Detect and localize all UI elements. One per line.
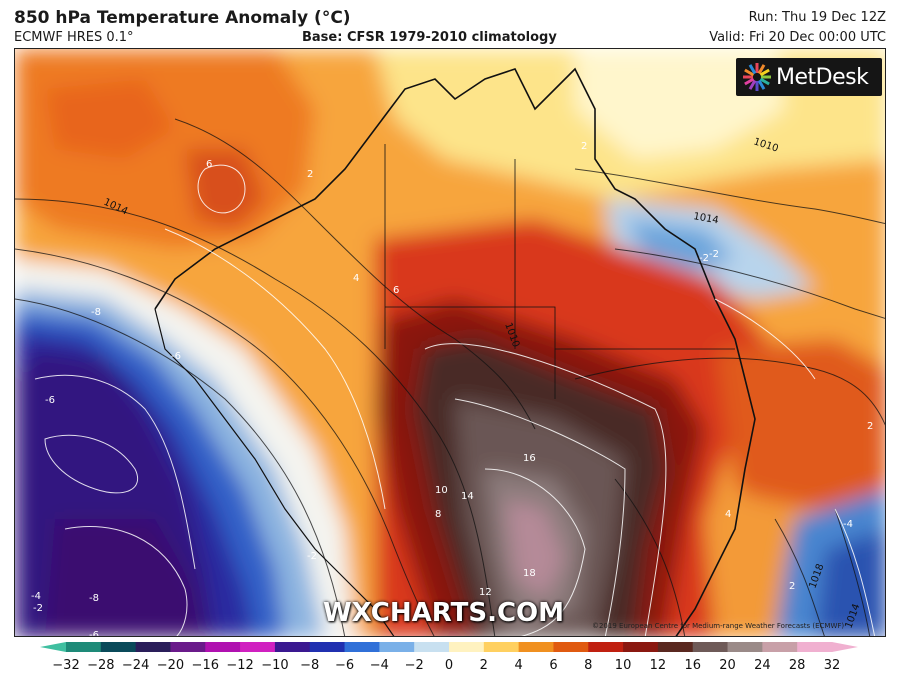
colorbar-segment <box>518 642 554 652</box>
colorbar-segment <box>623 642 659 652</box>
colorbar-segment <box>170 642 206 652</box>
colorbar-tick-label: −10 <box>261 658 289 673</box>
colorbar-segment <box>797 642 833 652</box>
colorbar-segment <box>483 642 520 652</box>
colorbar-segment <box>135 642 171 652</box>
anomaly-label: -2 <box>699 253 709 264</box>
anomaly-label: -6 <box>89 630 99 637</box>
anomaly-label: -8 <box>89 593 99 604</box>
anomaly-label: 4 <box>725 509 731 520</box>
colorbar-segment <box>449 642 485 652</box>
base-climatology-label: Base: CFSR 1979-2010 climatology <box>302 30 557 45</box>
colorbar-tick-label: 28 <box>788 658 806 673</box>
colorbar-segment <box>274 642 311 652</box>
colorbar-tick-label: 6 <box>549 658 558 673</box>
anomaly-label: 2 <box>581 141 587 152</box>
anomaly-label: 16 <box>523 453 536 464</box>
anomaly-label: 2 <box>307 169 313 180</box>
colorbar-segment <box>727 642 763 652</box>
colorbar-tick-label: −8 <box>300 658 320 673</box>
copyright-notice: ©2019 European Centre for Medium-range W… <box>592 622 845 630</box>
anomaly-label: -4 <box>31 591 41 602</box>
colorbar-segment <box>657 642 694 652</box>
coastline <box>154 67 756 636</box>
colorbar-segment <box>553 642 589 652</box>
isobars <box>15 118 885 636</box>
colorbar-tick-label: 2 <box>479 658 488 673</box>
colorbar-tick-label: −28 <box>87 658 115 673</box>
anomaly-label: 14 <box>461 491 474 502</box>
colorbar-tick-label: 10 <box>614 658 632 673</box>
anomaly-label: 12 <box>479 587 492 598</box>
logo-text: MetDesk <box>776 64 869 90</box>
colorbar-segment <box>692 642 729 652</box>
colorbar-segment <box>309 642 346 652</box>
anomaly-label: -2 <box>33 603 43 614</box>
anomaly-label: -8 <box>91 307 101 318</box>
anomaly-label: -2 <box>709 249 719 260</box>
colorbar-tick-label: −20 <box>156 658 185 673</box>
colorbar-tick-label: 32 <box>823 658 841 673</box>
anomaly-map: 1010 1014 1014 1010 1018 1014 6 4 6 -8 -… <box>14 48 886 637</box>
colorbar-tick-label: 12 <box>649 658 667 673</box>
anomaly-label: 8 <box>435 509 441 520</box>
colorbar-tick-label: −6 <box>334 658 355 673</box>
colorbar-tick-label: −32 <box>52 658 80 673</box>
colorbar-tick-label: 24 <box>754 658 771 673</box>
chart-title: 850 hPa Temperature Anomaly (°C) <box>14 8 351 28</box>
run-time-label: Run: Thu 19 Dec 12Z <box>748 10 886 25</box>
valid-time-label: Valid: Fri 20 Dec 00:00 UTC <box>709 30 886 45</box>
model-label: ECMWF HRES 0.1° <box>14 30 134 45</box>
anomaly-label: 6 <box>206 159 212 170</box>
colorbar-tick-label: −2 <box>404 658 424 673</box>
map-canvas: 1010 1014 1014 1010 1018 1014 6 4 6 -8 -… <box>15 49 885 637</box>
colorbar-segment <box>414 642 450 652</box>
anomaly-labels: 6 4 6 -8 -6 -6 -2 2 16 14 10 8 18 12 2 4… <box>31 141 873 637</box>
colorbar-segment <box>344 642 380 652</box>
chart-header: 850 hPa Temperature Anomaly (°C) ECMWF H… <box>0 0 900 48</box>
colorbar-tick-label: 20 <box>719 658 736 673</box>
colorbar-segment <box>762 642 798 652</box>
anomaly-label: 18 <box>523 568 536 579</box>
colorbar-segment <box>205 642 241 652</box>
colorbar-strip <box>40 642 858 652</box>
anomaly-label: -2 <box>307 551 317 562</box>
colorbar-segment <box>588 642 624 652</box>
anomaly-label: 10 <box>435 485 448 496</box>
metdesk-logo: MetDesk <box>736 58 882 96</box>
colorbar-segment <box>240 642 276 652</box>
anomaly-field <box>15 49 885 636</box>
anomaly-label: -6 <box>45 395 55 406</box>
anomaly-label: 6 <box>393 285 399 296</box>
anomaly-label: 2 <box>867 421 873 432</box>
colorbar-tick-label: −16 <box>191 658 219 673</box>
colorbar-tick-label: 16 <box>684 658 701 673</box>
colorbar-tick-label: −4 <box>369 658 389 673</box>
anomaly-label: -4 <box>843 519 853 530</box>
anomaly-label: 4 <box>353 273 359 284</box>
pressure-label: 1014 <box>692 211 719 226</box>
metdesk-starburst-icon <box>743 63 771 91</box>
colorbar-segment <box>66 642 102 652</box>
colorbar: −32 −28 −24 −20 −16 −12 −10 −8 −6 −4 −2 0 2 4 6 8 10 12 16… <box>0 638 900 689</box>
colorbar-arrow-left <box>40 642 66 652</box>
colorbar-segment <box>379 642 415 652</box>
colorbar-tick-label: 8 <box>584 658 593 673</box>
colorbar-tick-label: −24 <box>121 658 150 673</box>
anomaly-contours <box>34 164 876 636</box>
colorbar-tick-label: −12 <box>226 658 254 673</box>
watermark: WXCHARTS.COM <box>323 598 565 628</box>
colorbar-tick-label: 4 <box>514 658 523 673</box>
anomaly-label: 2 <box>789 581 795 592</box>
colorbar-segment <box>100 642 137 652</box>
colorbar-tick-label: 0 <box>444 658 454 673</box>
colorbar-arrow-right <box>832 642 858 652</box>
anomaly-label: -6 <box>171 351 181 362</box>
